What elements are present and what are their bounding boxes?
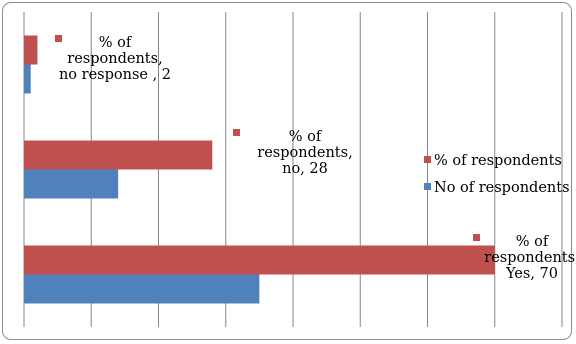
data-label-marker-2 (473, 234, 480, 241)
bars (24, 35, 495, 304)
legend-swatch-1 (424, 183, 431, 190)
legend: % of respondents No of respondents (424, 153, 570, 196)
bar-count-2 (24, 274, 260, 304)
data-label-2-0: % of (516, 234, 550, 250)
data-label-1-0: % of (289, 129, 323, 145)
bar-pct-2 (24, 245, 495, 275)
data-label-0-2: no response , 2 (59, 67, 171, 83)
data-label-marker-0 (55, 35, 62, 42)
data-label-0-0: % of (99, 35, 133, 51)
bar-count-0 (24, 64, 31, 94)
data-label-2-1: respondents, (484, 250, 576, 266)
data-label-1-2: no, 28 (282, 161, 328, 177)
legend-label-1: No of respondents (434, 180, 570, 196)
bar-count-1 (24, 169, 119, 199)
data-label-marker-1 (233, 129, 240, 136)
bar-pct-1 (24, 140, 213, 170)
legend-label-0: % of respondents (434, 153, 562, 169)
data-label-1-1: respondents, (257, 145, 352, 161)
data-label-0-1: respondents, (67, 51, 162, 67)
data-label-2-2: Yes, 70 (505, 266, 558, 282)
legend-swatch-0 (424, 156, 431, 163)
bar-pct-0 (24, 35, 38, 65)
